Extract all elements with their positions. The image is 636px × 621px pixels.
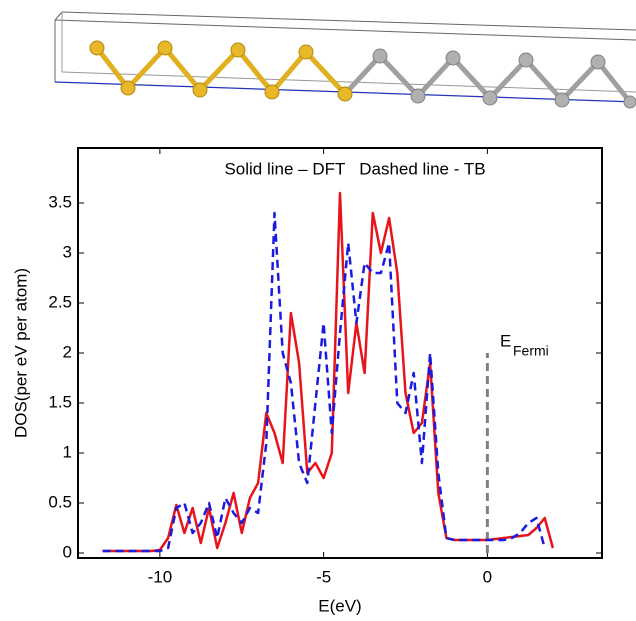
fermi-subscript: Fermi (513, 343, 549, 359)
y-tick-label: 0 (63, 542, 72, 561)
legend-text: Solid line – DFT Dashed line - TB (224, 159, 485, 178)
fermi-label: E (500, 331, 511, 350)
x-axis-label: E(eV) (318, 596, 361, 615)
plot-frame (77, 147, 603, 559)
y-tick-label: 2 (63, 342, 72, 361)
y-tick-label: 0.5 (48, 492, 72, 511)
y-tick-label: 3.5 (48, 192, 72, 211)
y-tick-label: 3 (63, 242, 72, 261)
chart: E(eV) DOS(per eV per atom) Solid line – … (11, 147, 603, 615)
x-tick-label: 0 (483, 567, 492, 586)
y-tick-label: 1 (63, 442, 72, 461)
x-tick-label: -5 (316, 567, 331, 586)
y-tick-label: 2.5 (48, 292, 72, 311)
y-axis-label: DOS(per eV per atom) (11, 268, 30, 438)
series-line (102, 211, 546, 553)
x-tick-label: -10 (148, 567, 173, 586)
structure (54, 11, 636, 109)
y-tick-label: 1.5 (48, 392, 72, 411)
